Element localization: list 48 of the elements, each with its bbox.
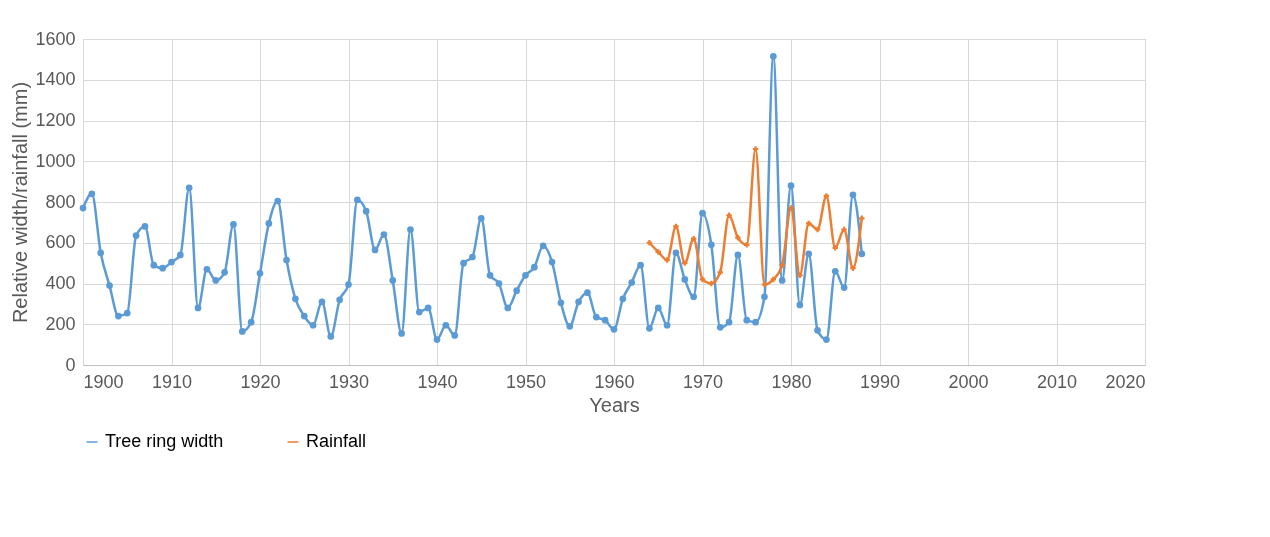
point [832,245,838,251]
point [814,226,821,233]
x-tick-label: 1950 [505,371,547,392]
y-tick-label: 1200 [35,110,76,130]
x-tick-label: 1930 [328,371,370,392]
point [744,242,750,248]
y-axis-title: Relative width/rainfall (mm) [9,81,32,324]
x-tick-label: 1970 [682,371,724,392]
y-tick-label: 1000 [35,150,76,171]
point [655,249,661,255]
x-tick-label: 1990 [859,371,901,392]
point [770,276,777,283]
y-tick-label: 400 [45,273,76,293]
point [859,215,865,222]
y-tick-label: 1400 [35,69,76,90]
x-tick-label: 1920 [240,371,281,392]
point [788,205,794,211]
x-tick-label: 2010 [1036,371,1078,392]
point [752,146,759,152]
x-axis-title: Years [589,393,640,416]
point [761,281,768,288]
x-tick-label: 1900 [83,371,124,392]
y-tick-label: 200 [45,313,76,334]
legend-label: Rainfall [306,431,367,451]
y-tick-label: 1600 [35,28,76,49]
point [708,280,715,287]
point [797,272,803,279]
point [735,234,741,241]
point [682,260,688,266]
x-tick-label: 1960 [594,371,635,392]
y-tick-label: 600 [45,232,76,253]
point [726,212,732,218]
point [841,226,847,233]
y-tick-label: 0 [65,354,76,375]
point [664,257,670,263]
x-tick-label: 2000 [948,371,989,392]
x-tick-label: 1910 [151,371,193,392]
point [850,265,856,271]
y-tick-label: 800 [45,191,76,212]
x-tick-label: 2020 [1105,371,1146,392]
point [717,269,723,276]
point [699,276,706,283]
point [673,223,679,230]
legend-label: Tree ring width [105,431,224,451]
x-tick-label: 1940 [417,371,458,392]
x-tick-label: 1980 [771,371,812,392]
point [823,193,830,199]
point [779,262,785,268]
